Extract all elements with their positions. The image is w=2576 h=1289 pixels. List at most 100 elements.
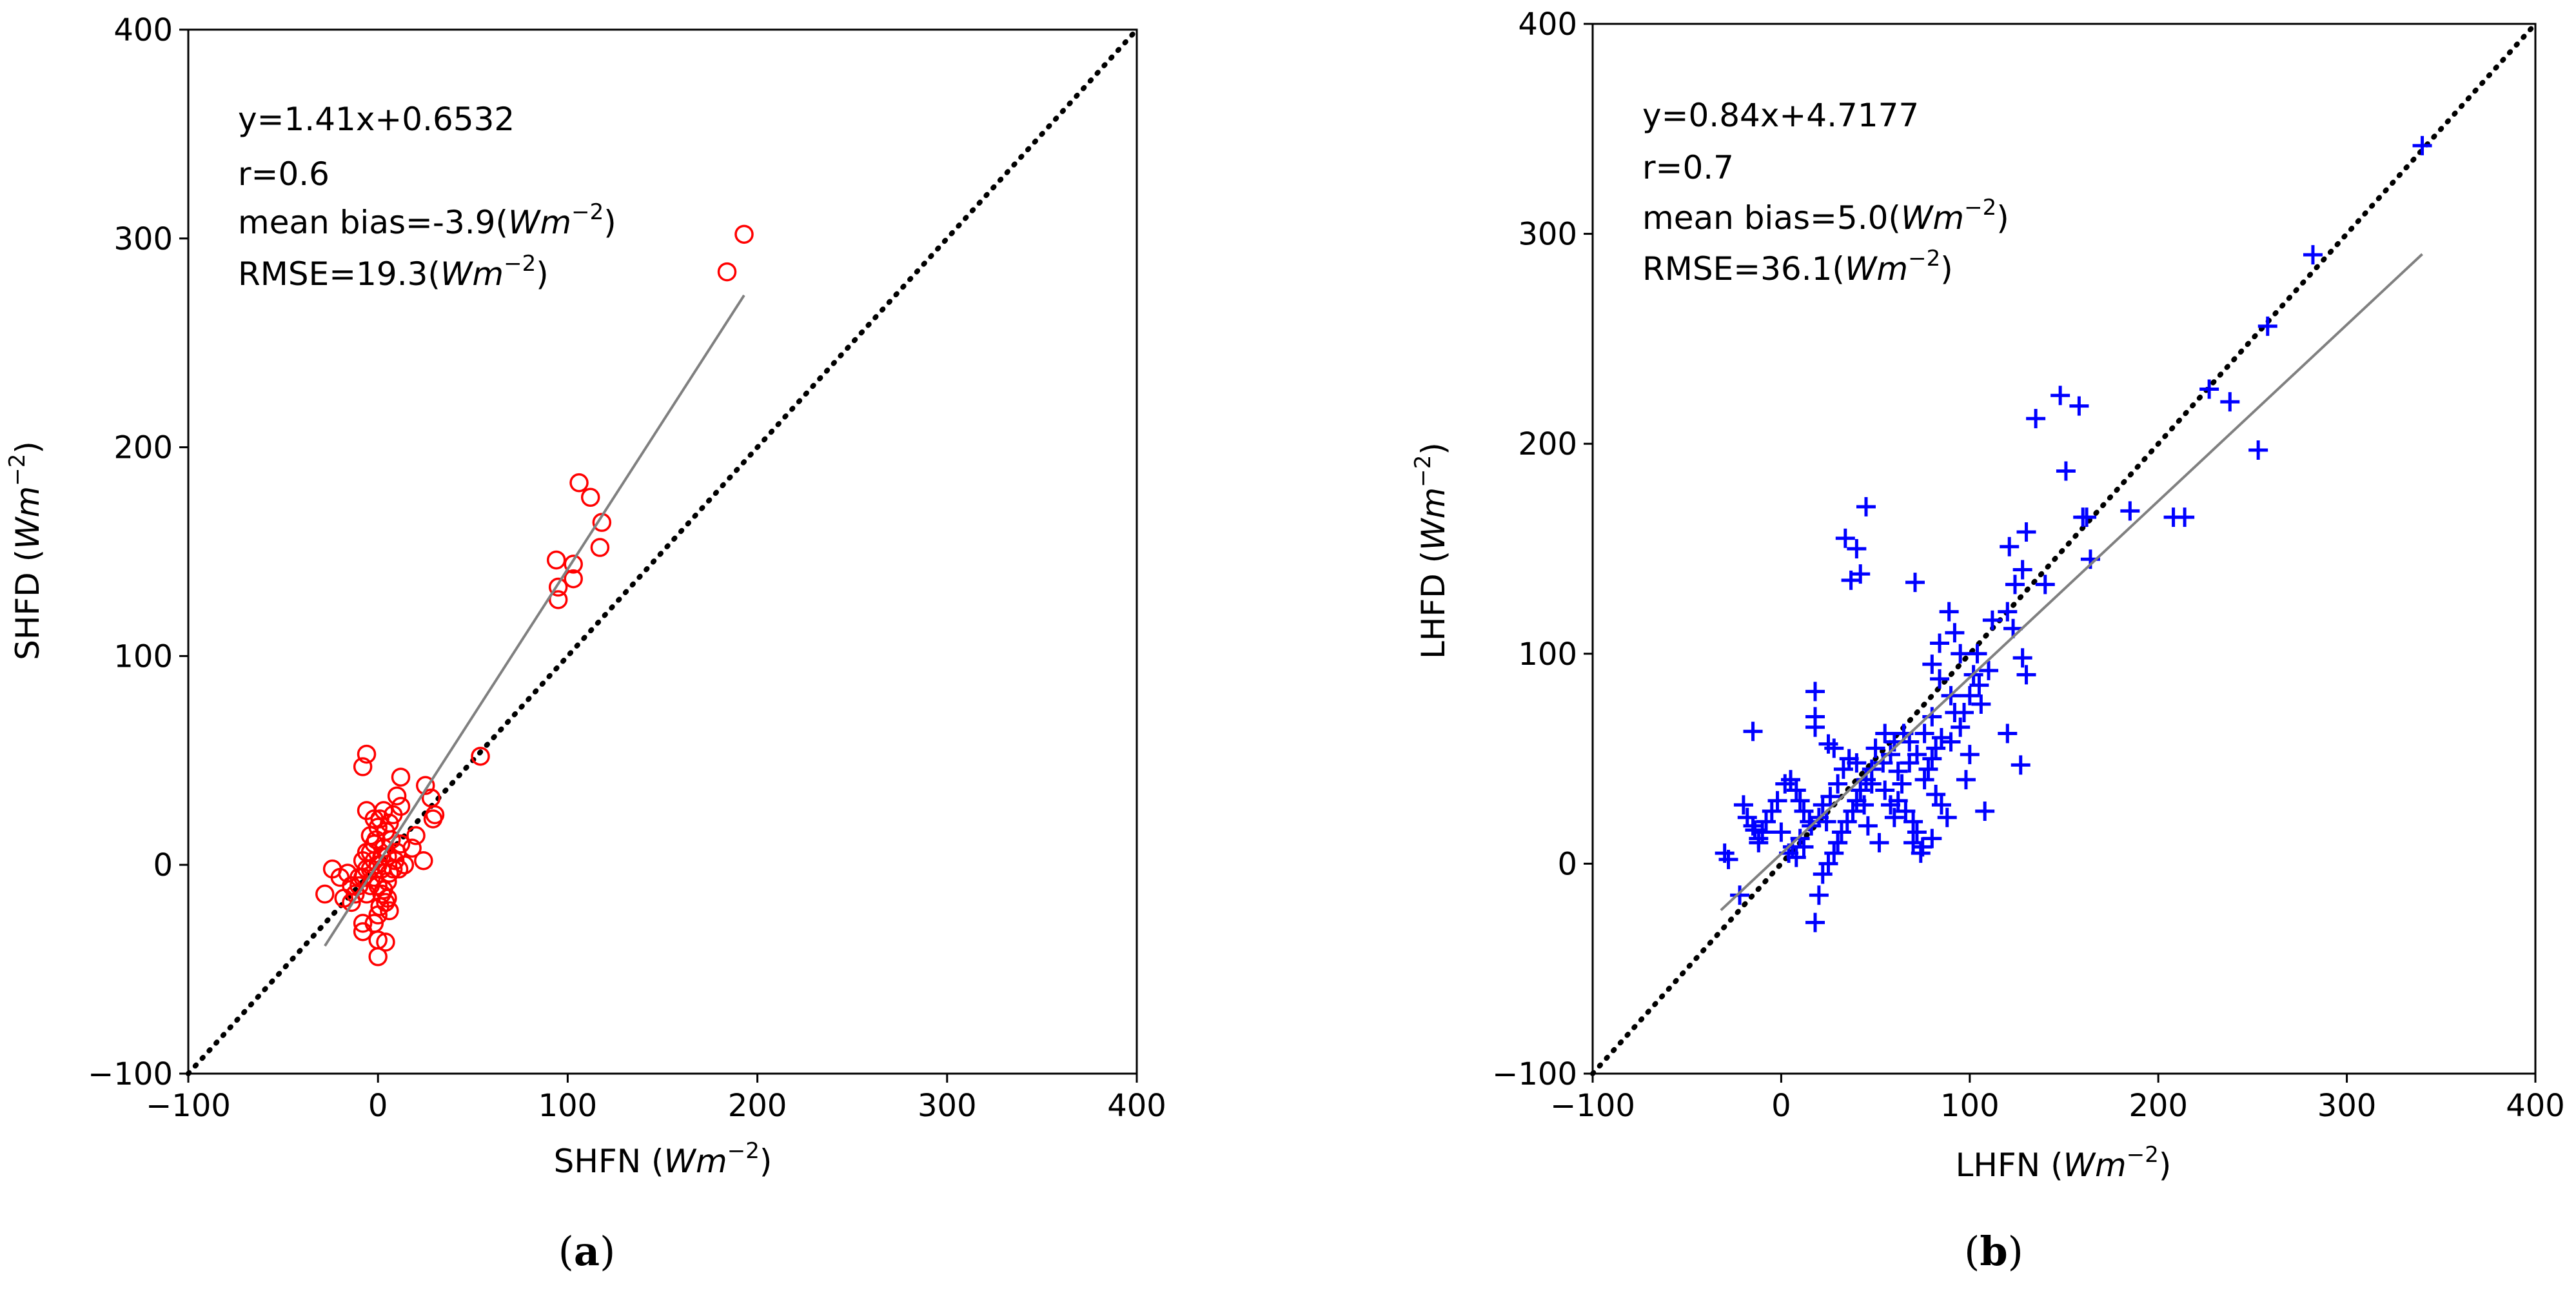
chart-b-xtick-label-5: 400: [2506, 1088, 2565, 1124]
chart-b-point-136: [1922, 707, 1942, 727]
chart-b-point-88: [1730, 885, 1750, 905]
chart-a-point-59: [315, 884, 335, 904]
chart-a-stat-r: r=0.6: [238, 155, 329, 193]
chart-b-point-14: [2056, 461, 2076, 481]
chart-b-point-90: [1718, 849, 1738, 869]
chart-b-point-40: [1945, 702, 1965, 722]
chart-b-point-34: [1945, 623, 1965, 643]
chart-b-point-143: [1982, 610, 2002, 630]
chart-b-point-128: [1782, 837, 1802, 857]
chart-b-point-110: [1888, 791, 1908, 811]
chart-a-ytick-label-0: −100: [88, 1056, 173, 1092]
chart-b-point-135: [1914, 723, 1934, 743]
chart-b-ytick-label-2: 100: [1518, 636, 1577, 673]
chart-a-point-22: [383, 805, 403, 825]
chart-b-fit-line: [1720, 253, 2423, 912]
chart-a-stat-bias: mean bias=-3.9(Wm−2): [238, 199, 616, 241]
chart-b-point-63: [1837, 812, 1857, 832]
chart-b-marks: [1590, 21, 2538, 1076]
chart-a-point-43: [353, 757, 373, 776]
chart-b-point-27: [1975, 802, 1995, 821]
chart-a-point-81: [366, 830, 386, 850]
chart-b-point-33: [1951, 644, 1971, 664]
chart-b-point-120: [1839, 749, 1859, 769]
chart-b-point-83: [1737, 807, 1757, 827]
chart-b-point-57: [1865, 738, 1885, 758]
chart-a-point-19: [391, 767, 411, 787]
chart-b-point-105: [1856, 497, 1876, 517]
chart-b-ytick-label-3: 200: [1518, 426, 1577, 462]
chart-b-point-22: [2016, 665, 2036, 685]
chart-a-point-1: [717, 262, 737, 282]
chart-b-point-102: [1847, 539, 1867, 558]
chart-a-point-70: [380, 901, 399, 921]
chart-a-point-41: [368, 947, 388, 967]
chart-b-point-49: [1922, 829, 1942, 849]
chart-a-point-12: [416, 776, 435, 795]
chart-b-stat-equation: y=0.84x+4.7177: [1642, 97, 1919, 134]
chart-b-point-64: [1831, 822, 1851, 842]
chart-b-point-23: [1998, 602, 2018, 622]
chart-b-point-104: [1851, 564, 1871, 584]
chart-a-point-0: [734, 224, 754, 244]
chart-a-fit-line: [324, 294, 745, 947]
chart-a-point-40: [376, 932, 395, 952]
chart-b-point-7: [2163, 507, 2183, 527]
chart-b-point-37: [1922, 654, 1942, 674]
chart-b-point-51: [1903, 832, 1923, 852]
chart-b-point-111: [1892, 774, 1912, 794]
chart-a-identity-line: [186, 27, 1139, 1076]
chart-b-point-138: [1937, 807, 1957, 827]
chart-b-point-124: [1813, 795, 1833, 815]
chart-b-point-10: [2077, 507, 2097, 527]
chart-b-point-109: [1884, 807, 1904, 827]
chart-a-ytick-label-3: 200: [113, 430, 173, 466]
chart-b-point-106: [1905, 573, 1925, 593]
chart-b-point-41: [1951, 717, 1971, 737]
chart-b-stat-bias: mean bias=5.0(Wm−2): [1642, 195, 2009, 237]
chart-b-point-116: [1869, 832, 1889, 852]
chart-a: −100 0 100 200 300 400 −100 0 100 200 300 400 y=1.…: [5, 12, 1166, 1275]
chart-a-point-10: [548, 590, 568, 609]
chart-a-point-5: [590, 538, 610, 557]
chart-a-point-38: [353, 914, 373, 933]
chart-b-point-5: [2248, 440, 2268, 460]
chart-b-point-19: [2005, 575, 2025, 595]
chart-a-point-20: [387, 786, 407, 806]
chart-b: −100 0 100 200 300 400 −100 0 100 200 300 400 y=0.…: [1410, 6, 2565, 1275]
chart-b-point-62: [1843, 802, 1863, 821]
chart-a-point-9: [548, 577, 568, 597]
chart-a-point-76: [372, 847, 391, 866]
chart-b-point-1: [2303, 245, 2323, 265]
chart-b-point-112: [1896, 802, 1916, 821]
chart-a-point-16: [414, 851, 433, 871]
chart-b-point-107: [1875, 780, 1895, 800]
chart-b-point-12: [2069, 396, 2089, 416]
chart-a-point-79: [370, 809, 389, 829]
chart-b-yticks: −100 0 100 200 300 400: [1492, 6, 1593, 1092]
chart-a-xtick-label-5: 400: [1107, 1088, 1166, 1124]
chart-b-point-67: [1818, 854, 1838, 874]
chart-b-xticks: −100 0 100 200 300 400: [1550, 1074, 2565, 1124]
chart-b-point-11: [2050, 386, 2070, 406]
chart-b-point-77: [1767, 791, 1787, 811]
chart-a-xticks: −100 0 100 200 300 400: [146, 1074, 1166, 1124]
chart-b-point-46: [1914, 770, 1934, 790]
chart-a-point-15: [423, 809, 443, 829]
chart-b-ytick-label-4: 300: [1518, 217, 1577, 253]
chart-a-point-6: [546, 550, 566, 570]
chart-b-point-79: [1756, 812, 1776, 832]
chart-b-point-68: [1813, 864, 1833, 884]
chart-b-point-43: [1926, 738, 1946, 758]
chart-b-point-129: [1816, 812, 1836, 832]
chart-b-point-141: [1941, 732, 1961, 752]
chart-b-point-20: [2035, 575, 2055, 595]
chart-a-point-69: [376, 892, 395, 912]
chart-b-point-140: [1956, 770, 1976, 790]
chart-b-point-137: [1979, 660, 1999, 680]
chart-b-point-73: [1790, 791, 1810, 811]
chart-b-point-87: [1745, 820, 1765, 840]
chart-b-x-axis-label: LHFN (Wm−2): [1956, 1142, 2172, 1184]
chart-b-point-86: [1749, 829, 1769, 849]
chart-a-x-axis-label: SHFN (Wm−2): [554, 1138, 772, 1180]
